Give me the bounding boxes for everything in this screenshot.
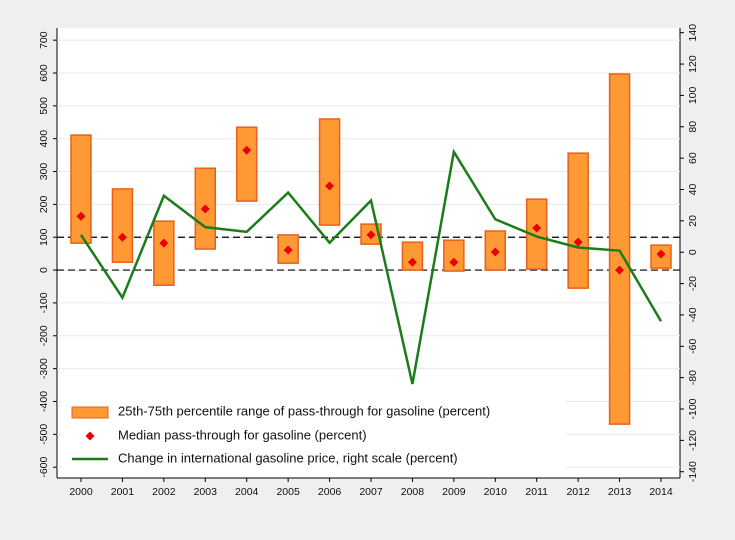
x-tick-label: 2013 [608,486,632,498]
y2-tick-label: 100 [687,87,699,105]
x-tick-label: 2014 [649,486,673,498]
legend-label: 25th-75th percentile range of pass-throu… [118,403,490,418]
median-marker [200,204,210,214]
y-tick-label: 600 [38,64,50,82]
x-tick-label: 2004 [235,486,259,498]
x-tick-label: 2000 [69,486,93,498]
y-tick-label: 100 [38,228,50,246]
x-tick-label: 2010 [484,486,508,498]
range-bar [443,239,465,272]
y-tick-label: -500 [38,424,50,445]
y2-tick-label: -100 [687,398,699,419]
median-marker [283,245,293,255]
y2-tick-label: 0 [687,249,699,255]
y2-tick-label: 140 [687,24,699,42]
median-marker [117,232,127,242]
y2-tick-label: 40 [687,184,699,196]
range-bar [70,134,92,244]
y-tick-label: -200 [38,325,50,346]
x-tick-label: 2003 [194,486,218,498]
y2-tick-label: -120 [687,430,699,451]
x-tick-label: 2011 [525,486,548,498]
y2-tick-label: -20 [687,276,699,291]
range-bar [111,188,134,263]
y-tick-label: 500 [38,97,50,115]
x-tick-label: 2001 [111,486,135,498]
y2-tick-label: 120 [687,55,699,73]
x-tick-label: 2005 [276,486,300,498]
y-tick-label: 300 [38,163,50,181]
range-bar [318,118,341,226]
range-bar [235,126,258,202]
legend-box [61,392,566,471]
median-marker [407,257,417,267]
legend-label: Change in international gasoline price, … [118,450,458,465]
y2-tick-label: 60 [687,152,699,164]
x-tick-label: 2009 [442,486,466,498]
median-marker [490,247,500,257]
legend-swatch [71,406,109,419]
median-marker [366,230,376,240]
x-tick-label: 2006 [318,486,342,498]
y2-tick-label: -40 [687,307,699,322]
median-marker [159,238,169,248]
median-marker [656,249,666,259]
y-tick-label: -400 [38,391,50,412]
y-tick-label: -100 [38,292,50,313]
range-bar [525,198,548,270]
y-tick-label: 0 [38,267,50,273]
median-marker [615,265,625,275]
legend-swatch [85,431,95,441]
y-tick-label: 700 [38,31,50,49]
median-marker [573,237,583,247]
median-marker [242,145,252,155]
y2-tick-label: 80 [687,121,699,133]
x-tick-label: 2012 [566,486,590,498]
y-tick-label: 200 [38,195,50,213]
y2-tick-label: -140 [687,461,699,482]
median-marker [325,181,335,191]
price-line [79,148,663,385]
median-marker [532,223,542,233]
x-tick-label: 2002 [152,486,176,498]
range-bar [401,241,424,271]
legend: 25th-75th percentile range of pass-throu… [61,392,566,471]
median-marker [449,257,459,267]
y2-tick-label: -80 [687,370,699,385]
legend-label: Median pass-through for gasoline (percen… [118,427,367,442]
y2-tick-label: 20 [687,215,699,227]
y2-tick-label: -60 [687,339,699,354]
y-tick-label: -600 [38,456,50,477]
x-tick-label: 2007 [359,486,383,498]
y-tick-label: 400 [38,130,50,148]
median-marker [76,211,86,221]
range-bar [153,220,175,286]
range-bar [567,152,589,289]
y-tick-label: -300 [38,358,50,379]
x-tick-label: 2008 [401,486,425,498]
